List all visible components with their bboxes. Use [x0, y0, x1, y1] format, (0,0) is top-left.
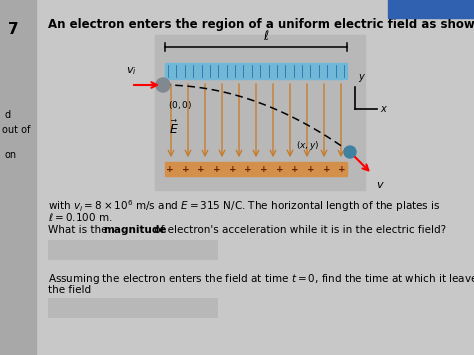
Text: the field: the field [48, 285, 91, 295]
Text: +: + [307, 164, 315, 174]
Text: $\ell$: $\ell$ [263, 29, 269, 43]
Bar [165, 162, 347, 176]
Text: $\vec{E}$: $\vec{E}$ [169, 120, 179, 137]
Text: $(x, y)$: $(x, y)$ [297, 140, 320, 153]
Text: Assuming the electron enters the field at time $t = 0$, find the time at which i: Assuming the electron enters the field a… [48, 272, 474, 286]
Text: +: + [229, 164, 237, 174]
Text: on: on [5, 150, 17, 160]
Circle shape [344, 146, 356, 158]
Text: +: + [245, 164, 252, 174]
Circle shape [156, 78, 170, 92]
Bar [48, 240, 218, 260]
Bar [165, 63, 347, 79]
Text: $(0, 0)$: $(0, 0)$ [168, 99, 192, 111]
Text: out of: out of [2, 125, 30, 135]
Text: 7: 7 [8, 22, 18, 37]
Bar [48, 298, 218, 318]
Bar [0, 0, 36, 355]
Text: $v$: $v$ [376, 180, 385, 190]
Text: of electron's acceleration while it is in the electric field?: of electron's acceleration while it is i… [151, 225, 446, 235]
Text: What is the: What is the [48, 225, 111, 235]
Text: with $v_i = 8 \times 10^6$ m/s and $E = 315$ N/C. The horizontal length of the p: with $v_i = 8 \times 10^6$ m/s and $E = … [48, 198, 440, 214]
Text: $\ell = 0.100$ m.: $\ell = 0.100$ m. [48, 211, 112, 223]
Text: $y$: $y$ [358, 72, 366, 84]
Text: magnitude: magnitude [103, 225, 166, 235]
Text: +: + [166, 164, 174, 174]
Text: $v_i$: $v_i$ [126, 65, 137, 77]
Text: +: + [213, 164, 221, 174]
Text: +: + [276, 164, 283, 174]
Bar [388, 0, 474, 18]
Text: d: d [5, 110, 11, 120]
Bar [155, 35, 365, 190]
Text: An electron enters the region of a uniform electric field as shown: An electron enters the region of a unifo… [48, 18, 474, 31]
Text: +: + [322, 164, 330, 174]
Text: +: + [198, 164, 205, 174]
Text: $x$: $x$ [380, 104, 388, 114]
Text: +: + [182, 164, 190, 174]
Text: +: + [260, 164, 268, 174]
Text: +: + [338, 164, 346, 174]
Text: +: + [292, 164, 299, 174]
